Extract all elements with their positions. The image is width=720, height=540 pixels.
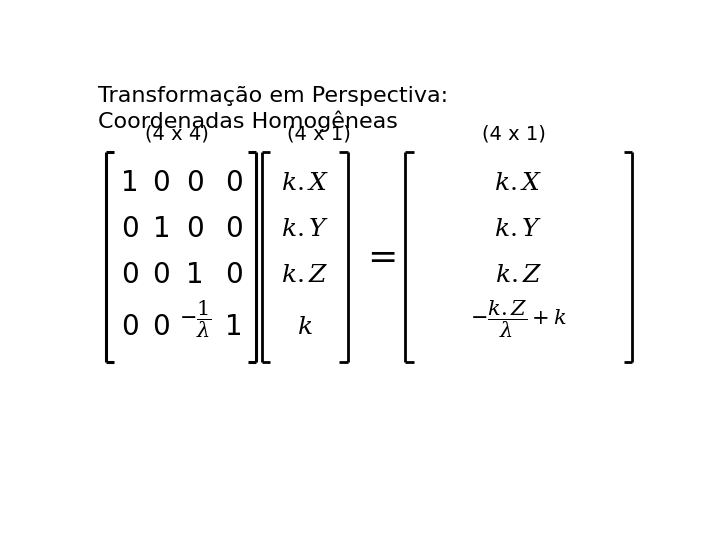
Text: $k.Y$: $k.Y$ (495, 217, 543, 241)
Text: 0: 0 (121, 215, 139, 243)
Text: $k.Z$: $k.Z$ (495, 263, 542, 287)
Text: 0: 0 (225, 170, 243, 197)
Text: (4 x 4): (4 x 4) (145, 125, 208, 144)
Text: 0: 0 (153, 261, 171, 289)
Text: Transformação em Perspectiva:: Transformação em Perspectiva: (99, 85, 449, 106)
Text: $k.Z$: $k.Z$ (281, 263, 328, 287)
Text: $-\dfrac{k.Z}{\lambda}+k$: $-\dfrac{k.Z}{\lambda}+k$ (470, 299, 567, 340)
Text: 0: 0 (186, 215, 204, 243)
Text: 0: 0 (121, 261, 139, 289)
Text: 1: 1 (122, 170, 139, 197)
Text: $k.X$: $k.X$ (281, 171, 329, 195)
Text: $-\dfrac{1}{\lambda}$: $-\dfrac{1}{\lambda}$ (179, 299, 211, 340)
Text: $k$: $k$ (297, 315, 312, 339)
Text: 0: 0 (153, 313, 171, 341)
Text: $k.X$: $k.X$ (495, 171, 543, 195)
Text: 0: 0 (153, 170, 171, 197)
Text: 0: 0 (225, 261, 243, 289)
Text: $=$: $=$ (359, 239, 395, 273)
Text: Coordenadas Homogêneas: Coordenadas Homogêneas (99, 111, 398, 132)
Text: 0: 0 (186, 170, 204, 197)
Text: 0: 0 (225, 215, 243, 243)
Text: $k.Y$: $k.Y$ (281, 217, 329, 241)
Text: 0: 0 (121, 313, 139, 341)
Text: 1: 1 (225, 313, 243, 341)
Text: 1: 1 (186, 261, 204, 289)
Text: (4 x 1): (4 x 1) (482, 125, 546, 144)
Text: (4 x 1): (4 x 1) (287, 125, 351, 144)
Text: 1: 1 (153, 215, 170, 243)
